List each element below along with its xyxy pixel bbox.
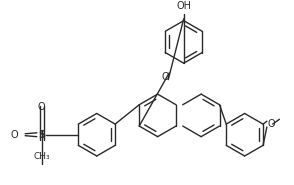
Text: O: O (162, 72, 169, 82)
Text: O: O (268, 119, 275, 129)
Text: CH₃: CH₃ (33, 152, 50, 161)
Text: O: O (38, 102, 46, 112)
Text: S: S (38, 130, 45, 140)
Text: O: O (11, 130, 19, 140)
Text: OH: OH (176, 1, 191, 11)
